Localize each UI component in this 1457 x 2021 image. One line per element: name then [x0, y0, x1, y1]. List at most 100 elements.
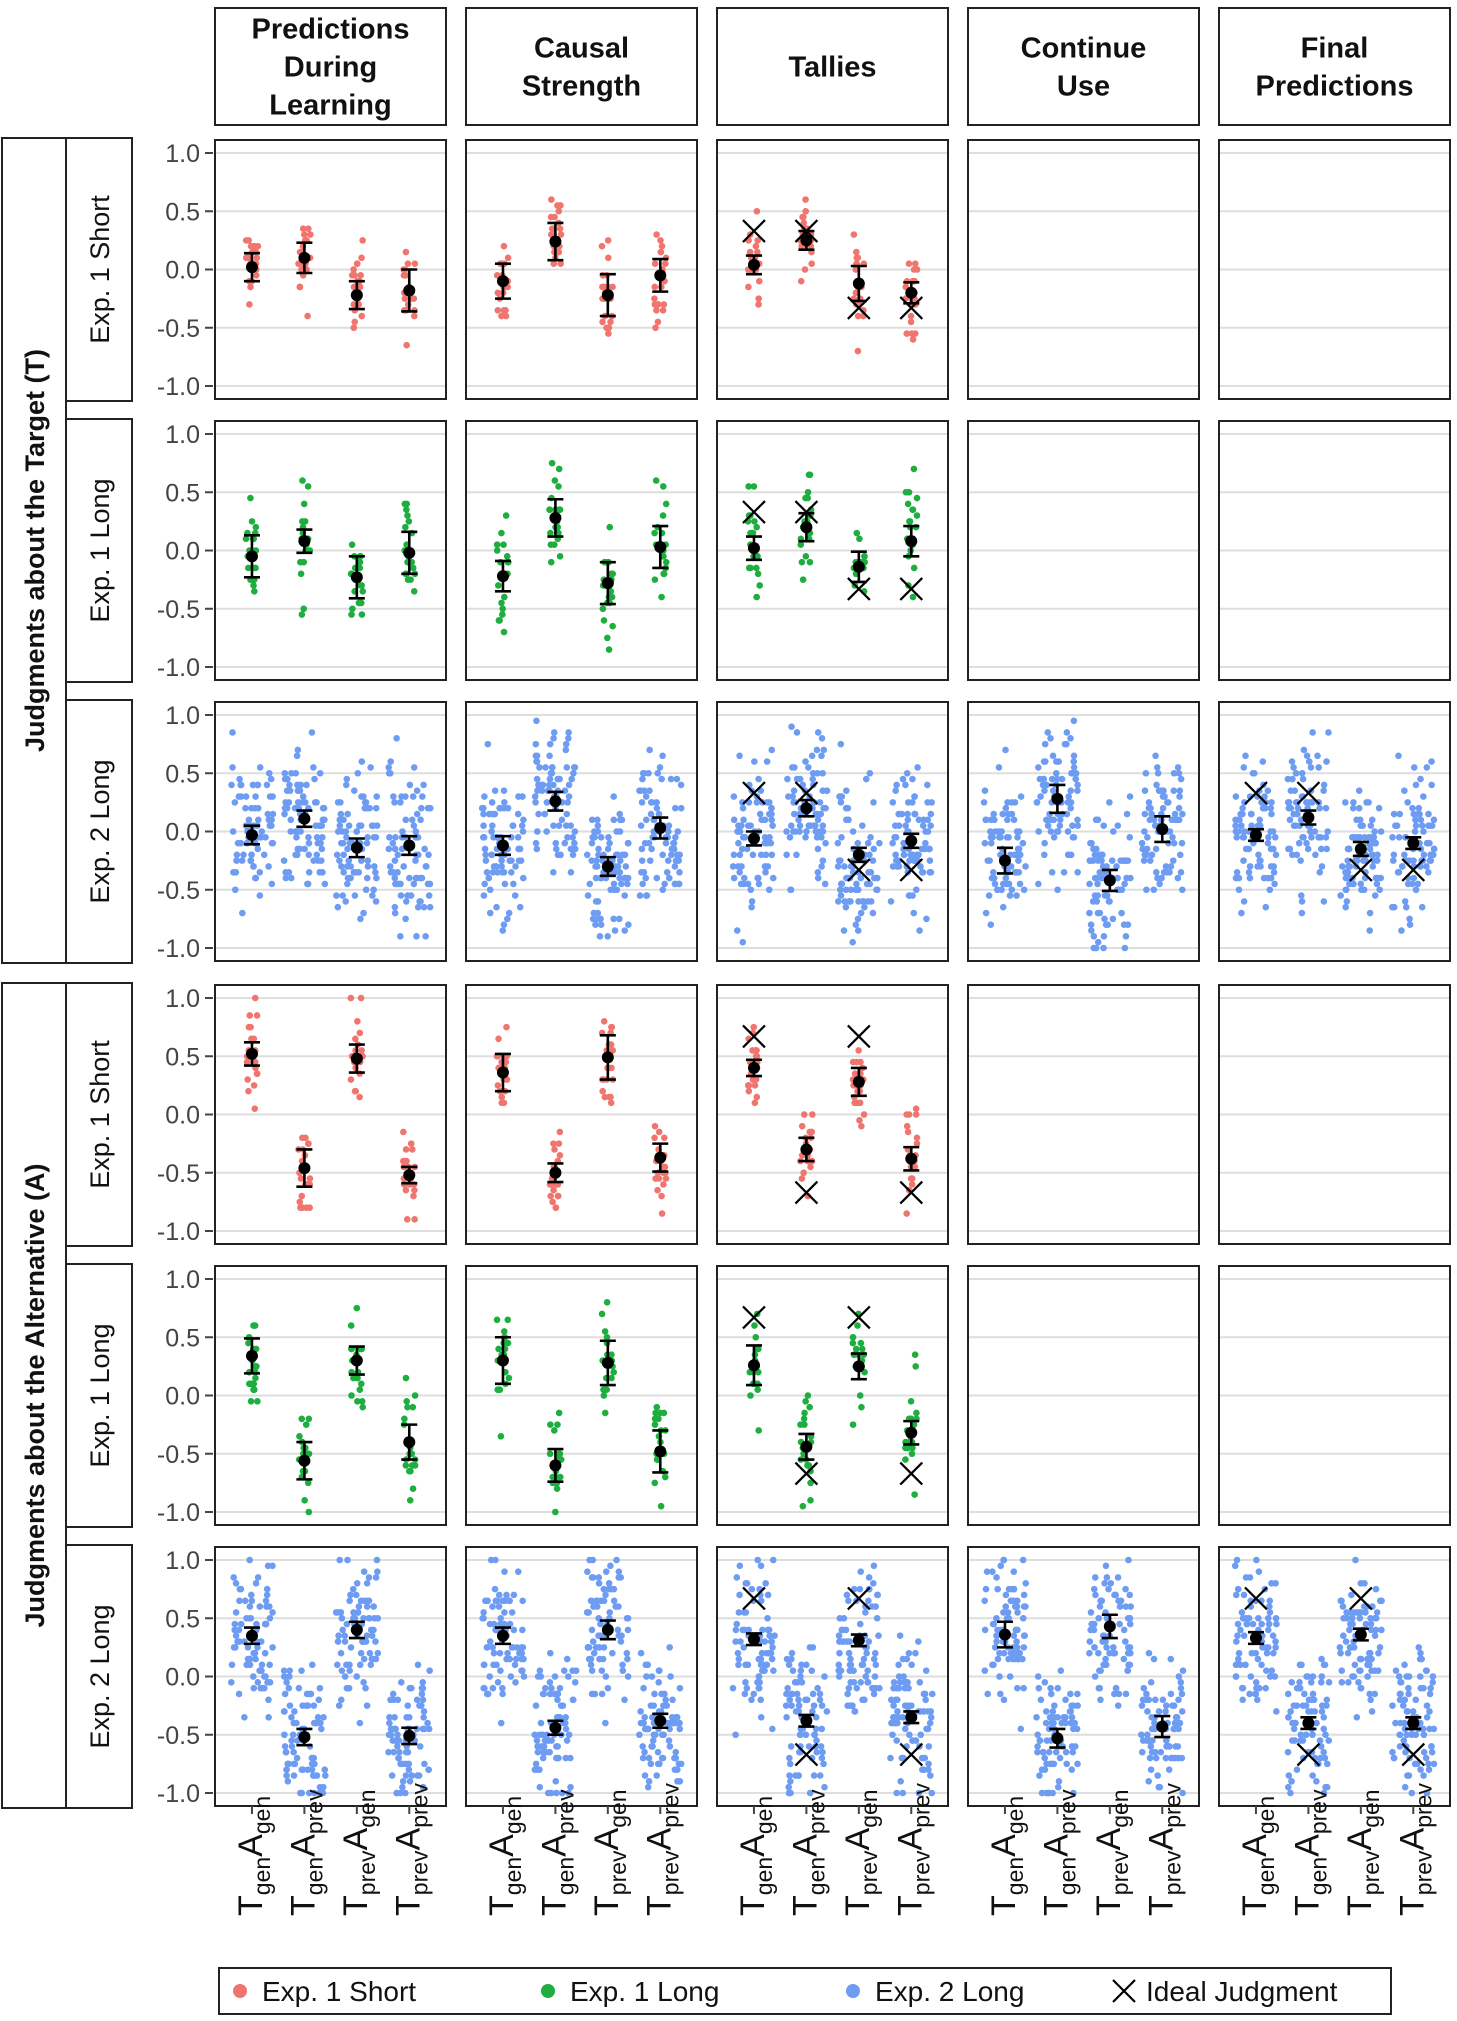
data-point: [1402, 1748, 1409, 1756]
data-point: [552, 845, 560, 853]
data-point: [288, 1713, 295, 1721]
data-point: [353, 1304, 361, 1312]
data-point: [1347, 1644, 1355, 1651]
data-point: [550, 868, 557, 876]
data-point: [648, 1673, 656, 1680]
data-point: [651, 1421, 659, 1428]
panel: [716, 701, 949, 962]
data-point: [1306, 799, 1314, 806]
data-point: [236, 1638, 243, 1645]
data-point: [299, 1134, 306, 1142]
data-point: [605, 254, 612, 262]
data-point: [805, 764, 812, 771]
data-point: [999, 880, 1007, 888]
data-point: [1323, 845, 1330, 853]
data-point: [512, 1679, 519, 1686]
data-point: [791, 764, 798, 771]
data-point: [1285, 1713, 1292, 1721]
data-point: [532, 1702, 540, 1709]
data-point: [360, 1655, 368, 1663]
data-point: [420, 903, 428, 911]
data-point: [605, 1585, 612, 1593]
data-point: [910, 465, 918, 473]
data-point: [1120, 1626, 1128, 1634]
data-point: [500, 868, 508, 876]
data-point: [293, 828, 301, 835]
data-point: [1143, 886, 1150, 894]
y-tick-label: -0.5: [157, 877, 200, 905]
data-point: [421, 1760, 428, 1768]
data-point: [347, 1591, 354, 1599]
data-point: [755, 1684, 763, 1692]
data-point: [1112, 1591, 1119, 1599]
data-point: [291, 1708, 298, 1715]
data-point: [754, 1386, 761, 1393]
data-point: [638, 845, 646, 853]
data-point: [1144, 1731, 1151, 1739]
data-point: [1399, 1702, 1407, 1709]
mean-with-ci: [1300, 1715, 1317, 1731]
mean-with-ci: [1154, 1714, 1171, 1739]
data-point: [672, 1748, 680, 1756]
data-point: [607, 318, 614, 326]
mean-with-ci: [652, 816, 669, 840]
data-point: [640, 868, 648, 876]
data-point: [1307, 1679, 1315, 1686]
data-point: [1140, 857, 1148, 864]
data-point: [1054, 886, 1061, 894]
data-point: [511, 892, 519, 899]
data-point: [1285, 1772, 1293, 1779]
data-point: [752, 1333, 760, 1341]
panel: [716, 1546, 949, 1807]
data-point: [1309, 1673, 1317, 1680]
mean-with-ci: [401, 1726, 418, 1746]
data-point: [640, 1684, 647, 1692]
data-point: [1291, 787, 1299, 795]
data-point: [1420, 1731, 1428, 1739]
data-point: [861, 903, 868, 911]
data-point: [1353, 816, 1360, 824]
data-point: [1156, 880, 1163, 888]
data-point: [1038, 1789, 1046, 1797]
data-point: [289, 1731, 297, 1739]
mean-with-ci: [1049, 1727, 1066, 1749]
data-point: [1037, 793, 1044, 800]
data-point: [1300, 834, 1307, 841]
data-point: [789, 1667, 797, 1674]
data-point: [1064, 828, 1072, 835]
data-point: [619, 1667, 627, 1674]
data-point: [1243, 1614, 1250, 1622]
panel: [465, 1265, 698, 1526]
y-tick-label: -0.5: [157, 1160, 200, 1188]
data-point: [557, 231, 565, 238]
data-point: [1138, 1702, 1146, 1709]
data-point: [1348, 1591, 1355, 1599]
data-point: [1418, 822, 1426, 829]
data-point: [1247, 1673, 1255, 1680]
mean-with-ci: [547, 1162, 564, 1184]
data-point: [609, 622, 616, 630]
data-point: [359, 1403, 367, 1411]
mean-point: [350, 571, 363, 584]
data-point: [1090, 1585, 1098, 1593]
data-point: [860, 1111, 868, 1118]
data-point: [1260, 804, 1267, 812]
data-point: [639, 1743, 647, 1750]
data-point: [1245, 868, 1253, 876]
data-point: [562, 740, 570, 748]
data-point: [571, 1679, 579, 1686]
data-point: [1043, 1760, 1050, 1768]
mean-with-ci: [903, 832, 920, 850]
mean-point: [403, 546, 416, 559]
data-point: [418, 804, 425, 812]
data-point: [1309, 1696, 1316, 1704]
data-point: [361, 799, 369, 806]
row-strip-label: Exp. 1 Short: [85, 195, 115, 344]
data-point: [1413, 1760, 1421, 1768]
data-point: [413, 810, 421, 818]
data-point: [352, 1035, 359, 1043]
data-point: [519, 1667, 526, 1674]
data-point: [562, 1725, 570, 1733]
data-point: [571, 764, 579, 771]
data-point: [844, 1690, 852, 1698]
